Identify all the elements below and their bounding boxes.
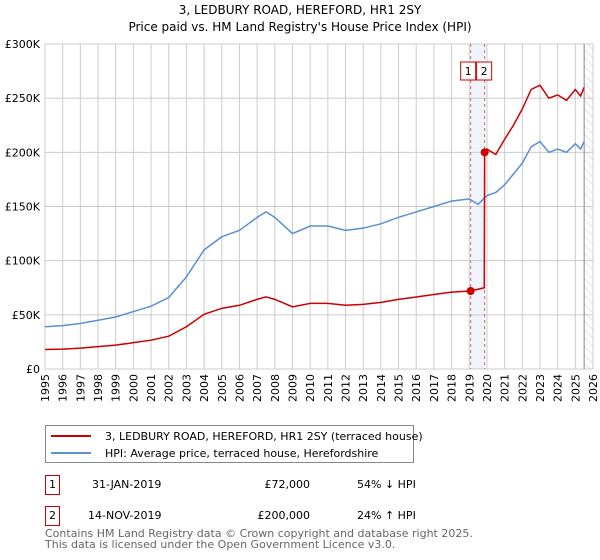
y-tick-label: £200K	[5, 146, 41, 159]
transaction-marker: 2	[45, 506, 60, 526]
x-tick-label: 1997	[74, 374, 87, 402]
y-tick-label: £300K	[5, 38, 41, 51]
line-chart: 3, LEDBURY ROAD, HEREFORD, HR1 2SY Price…	[5, 3, 600, 402]
y-tick-label: £150K	[5, 201, 41, 214]
x-tick-label: 1998	[92, 374, 105, 402]
transaction-label-box	[460, 61, 477, 81]
transaction-row: 1 31-JAN-2019 £72,000 54% ↓ HPI	[45, 475, 445, 495]
legend: 3, LEDBURY ROAD, HEREFORD, HR1 2SY (terr…	[45, 425, 423, 463]
x-tick-label: 2000	[127, 374, 140, 402]
x-tick-label: 2009	[286, 374, 299, 402]
x-tick-label: 2010	[304, 374, 317, 402]
transaction-hpi: 54% ↓ HPI	[357, 478, 416, 491]
footer-line: Contains HM Land Registry data © Crown c…	[45, 527, 473, 540]
chart-title: 3, LEDBURY ROAD, HEREFORD, HR1 2SY	[179, 3, 422, 17]
series-line-property	[44, 84, 585, 351]
x-tick-label: 2022	[516, 374, 529, 402]
transaction-price: £200,000	[257, 509, 311, 522]
x-tick-label: 2015	[393, 374, 406, 402]
legend-swatch-red	[51, 435, 91, 437]
x-tick-label: 2007	[251, 374, 264, 402]
x-tick-label: 2011	[322, 374, 335, 402]
x-tick-label: 2016	[410, 374, 423, 402]
x-tick-label: 2012	[340, 374, 353, 402]
x-tick-label: 2019	[463, 374, 476, 402]
transaction-date: 31-JAN-2019	[92, 478, 162, 491]
x-tick-label: 1999	[110, 374, 123, 402]
transaction-row: 2 14-NOV-2019 £200,000 24% ↑ HPI	[45, 506, 445, 526]
transaction-point	[466, 287, 475, 295]
x-tick-label: 2024	[552, 374, 565, 402]
x-tick-label: 2025	[569, 374, 582, 402]
x-tick-label: 2026	[587, 374, 600, 402]
y-tick-label: £250K	[5, 92, 41, 105]
x-tick-label: 1995	[39, 374, 52, 402]
transaction-marker: 1	[45, 475, 60, 495]
transaction-price: £72,000	[264, 478, 311, 491]
x-tick-label: 2023	[534, 374, 547, 402]
footer-line: This data is licensed under the Open Gov…	[45, 538, 396, 551]
transaction-label: 1	[465, 65, 472, 78]
transaction-label: 2	[481, 65, 488, 78]
footer: Contains HM Land Registry data © Crown c…	[45, 528, 473, 550]
series-line-hpi	[44, 140, 585, 328]
x-tick-label: 2002	[163, 374, 176, 402]
x-tick-label: 2017	[428, 374, 441, 402]
x-tick-label: 2013	[357, 374, 370, 402]
x-tick-label: 2004	[198, 374, 211, 402]
x-tick-label: 1996	[57, 374, 70, 402]
x-tick-label: 2018	[446, 374, 459, 402]
x-tick-label: 2003	[180, 374, 193, 402]
y-tick-label: £100K	[5, 255, 41, 268]
x-tick-label: 2008	[269, 374, 282, 402]
x-tick-label: 2020	[481, 374, 494, 402]
chart-subtitle: Price paid vs. HM Land Registry's House …	[128, 20, 471, 34]
legend-label: HPI: Average price, terraced house, Here…	[105, 446, 379, 460]
legend-item-property: 3, LEDBURY ROAD, HEREFORD, HR1 2SY (terr…	[46, 428, 423, 444]
x-tick-label: 2006	[233, 374, 246, 402]
transaction-hpi: 24% ↑ HPI	[357, 509, 416, 522]
x-tick-label: 2021	[499, 374, 512, 402]
y-tick-label: £50K	[12, 309, 41, 322]
legend-item-hpi: HPI: Average price, terraced house, Here…	[46, 445, 378, 461]
y-tick-label: £0	[26, 363, 40, 376]
legend-label: 3, LEDBURY ROAD, HEREFORD, HR1 2SY (terr…	[105, 429, 423, 443]
transaction-point	[480, 148, 489, 157]
transaction-date: 14-NOV-2019	[88, 509, 162, 522]
x-tick-label: 2001	[145, 374, 158, 402]
transaction-label-box	[476, 61, 493, 81]
legend-swatch-blue	[51, 452, 91, 454]
x-tick-label: 2014	[375, 374, 388, 402]
x-tick-label: 2005	[216, 374, 229, 402]
